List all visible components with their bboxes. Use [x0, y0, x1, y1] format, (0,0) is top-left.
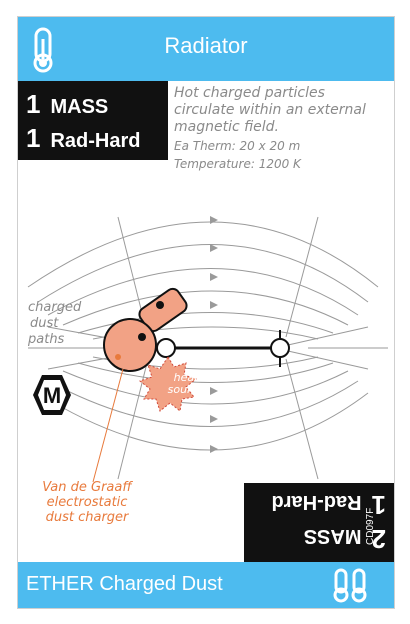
card-title: Radiator — [164, 33, 248, 58]
rad-hard-stat: 1 Rad-Hard — [26, 123, 140, 154]
charged-dust-label-2: dust — [30, 316, 59, 331]
mass-label: MASS — [50, 96, 109, 118]
card-name: ETHER Charged Dust — [26, 573, 223, 595]
card-code: CD097F — [365, 507, 376, 545]
stat-box: 1 MASS 1 Rad-Hard — [18, 81, 168, 160]
charger-label-line-3: dust charger — [45, 510, 129, 525]
charger-label-line-1: Van de Graaff — [42, 480, 132, 495]
thermometer-icon — [33, 27, 53, 73]
spec-temperature: Temperature: 1200 K — [174, 157, 301, 171]
charger-label: Van de Graaff electrostatic dust charger — [32, 480, 142, 525]
magnetic-field-diagram — [27, 216, 388, 483]
charged-dust-label-1: charged — [28, 300, 82, 315]
twin-thermometer-icon — [333, 568, 367, 603]
flip-rad-hard-label: Rad-Hard — [271, 491, 362, 513]
flip-mass-label: MASS — [303, 525, 362, 547]
rad-hard-value: 1 — [26, 123, 41, 153]
card-description-block: Hot charged particles circulate within a… — [174, 85, 389, 172]
heat-label-line-2: source — [167, 383, 205, 396]
badge-letter: M — [43, 383, 61, 408]
card-footer: ETHER Charged Dust — [18, 562, 394, 608]
mass-value: 1 — [26, 89, 41, 119]
dust-charger — [103, 287, 188, 372]
heat-source-label: heat source — [158, 372, 214, 396]
mass-stat: 1 MASS — [26, 89, 108, 120]
m-hexagon-icon: M — [33, 375, 71, 415]
spec-area: Ea Therm: 20 x 20 m — [174, 139, 301, 153]
charger-label-line-2: electrostatic — [46, 495, 128, 510]
card-header: Radiator — [18, 17, 394, 81]
heat-label-line-1: heat — [173, 371, 199, 384]
heat-source-burst — [138, 356, 198, 412]
rad-hard-label: Rad-Hard — [50, 130, 141, 152]
radiator-card: Radiator 1 MASS 1 Rad-Hard Hot charged par… — [17, 16, 395, 609]
card-description: Hot charged particles circulate within a… — [174, 85, 366, 135]
charged-dust-label-3: paths — [28, 332, 65, 347]
